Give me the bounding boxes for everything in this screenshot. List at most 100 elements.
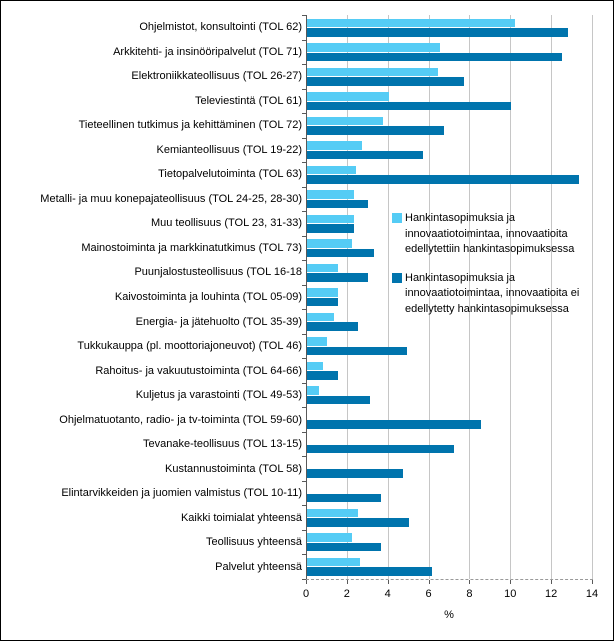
gridline (510, 15, 512, 579)
bar-light (307, 508, 359, 518)
category-label: Ohjelmatuotanto, radio- ja tv-toiminta (… (59, 413, 302, 426)
gridline (346, 15, 348, 579)
y-axis-tick (302, 358, 306, 360)
x-axis-tick (346, 580, 348, 584)
category-label: Kustannustoiminta (TOL 58) (165, 462, 302, 475)
gridline (428, 15, 430, 579)
gridline (387, 15, 389, 579)
bar-light (307, 190, 354, 199)
bar-dark (307, 371, 338, 380)
y-axis-tick (302, 15, 306, 16)
x-tick-label: 12 (545, 588, 558, 600)
x-axis-tick (592, 580, 593, 584)
category-label: Tieteellinen tutkimus ja kehittäminen (T… (78, 119, 302, 132)
y-axis-tick (302, 480, 306, 482)
category-label: Teollisuus yhteensä (205, 536, 302, 549)
y-axis-tick (302, 186, 306, 188)
bar-dark (307, 28, 569, 37)
bar-dark (307, 175, 579, 184)
bar-dark (307, 126, 444, 135)
bar-light (307, 116, 383, 126)
y-axis-tick (302, 260, 306, 262)
y-axis-tick (302, 211, 306, 213)
bar-light (307, 312, 334, 322)
category-label: Kuljetus ja varastointi (TOL 49-53) (135, 389, 302, 402)
y-axis-tick (302, 333, 306, 335)
category-label: Televiestintä (TOL 61) (195, 94, 302, 107)
bar-dark (307, 322, 359, 331)
y-axis-tick (302, 162, 306, 164)
y-axis-tick (302, 309, 306, 311)
bar-dark (307, 567, 432, 576)
bar-light (307, 43, 440, 52)
y-axis-tick (302, 235, 306, 237)
bar-dark (307, 444, 455, 454)
bar-light (307, 214, 354, 224)
bar-light (307, 165, 357, 175)
category-label: Rahoitus- ja vakuutustoiminta (TOL 64-66… (95, 364, 302, 377)
bar-light (307, 141, 363, 150)
category-label: Tevanake-teollisuus (TOL 13-15) (143, 438, 302, 451)
category-label: Tietopalvelutoiminta (TOL 63) (158, 168, 302, 181)
legend-swatch-dark-icon (392, 272, 402, 283)
x-axis-tick (428, 580, 430, 584)
y-axis-tick (302, 39, 306, 41)
category-labels: Ohjelmistot, konsultointi (TOL 62) Arkkit… (3, 15, 302, 579)
bar-dark (307, 52, 563, 62)
y-axis-tick (302, 113, 306, 115)
bar-light (307, 92, 389, 101)
x-tick-label: 6 (425, 588, 432, 600)
bar-dark (307, 101, 512, 111)
x-axis-tick (306, 580, 307, 584)
bar-dark (307, 224, 354, 233)
bar-dark (307, 518, 410, 527)
y-axis-tick (302, 554, 306, 556)
category-label: Elektroniikkateollisuus (TOL 26-27) (131, 70, 302, 83)
category-label: Tukkukauppa (pl. moottoriajoneuvot) (TOL… (77, 340, 302, 353)
legend: Hankintasopimuksia ja innovaatiotoiminta… (392, 211, 613, 317)
bar-dark (307, 469, 403, 478)
x-axis: 0 2 4 6 8 10 12 14 (303, 579, 598, 600)
bar-dark (307, 395, 371, 405)
category-label: Palvelut yhteensä (215, 560, 302, 573)
category-label: Elintarvikkeiden ja juomien valmistus (T… (61, 487, 302, 500)
bar-light (307, 337, 328, 346)
bar-light (307, 18, 516, 27)
bar-dark (307, 150, 424, 160)
x-tick-label: 8 (466, 588, 473, 600)
y-axis-tick (302, 456, 306, 458)
gridline (551, 15, 553, 579)
x-tick-label: 10 (504, 588, 517, 600)
bar-dark (307, 248, 375, 258)
bar-light (307, 263, 338, 273)
bar-light (307, 386, 320, 395)
bar-light (307, 239, 352, 248)
bar-dark (307, 420, 481, 429)
bar-dark (307, 77, 465, 86)
bar-light (307, 288, 338, 297)
x-axis-title: % (444, 609, 454, 621)
category-label: Arkkitehti- ja insinööripalvelut (TOL 71… (113, 45, 302, 58)
plot-area (302, 15, 593, 580)
legend-swatch-light-icon (392, 213, 402, 223)
y-axis-tick (302, 505, 306, 507)
category-label: Ohjelmistot, konsultointi (TOL 62) (139, 21, 302, 34)
bar-light (307, 533, 352, 542)
category-label: Puunjalostusteollisuus (TOL 16-18 (134, 266, 302, 279)
bar-dark (307, 542, 381, 552)
bar-dark (307, 199, 369, 209)
bar-light (307, 361, 324, 371)
x-tick-label: 0 (302, 588, 310, 600)
y-axis-tick (302, 382, 306, 384)
y-axis-tick (302, 579, 306, 580)
legend-entry-not-required: Hankintasopimuksia ja innovaatiotoiminta… (392, 271, 613, 318)
y-axis-tick (302, 431, 306, 433)
legend-label-not-required: Hankintasopimuksia ja innovaatiotoiminta… (405, 271, 580, 315)
category-label: Mainostoiminta ja markkinatutkimus (TOL … (81, 241, 302, 254)
category-label: Kaikki toimialat yhteensä (180, 511, 302, 524)
category-label: Energia- ja jätehuolto (TOL 35-39) (135, 315, 302, 328)
bar-light (307, 557, 361, 567)
x-axis-tick (551, 580, 553, 584)
bar-dark (307, 273, 369, 282)
